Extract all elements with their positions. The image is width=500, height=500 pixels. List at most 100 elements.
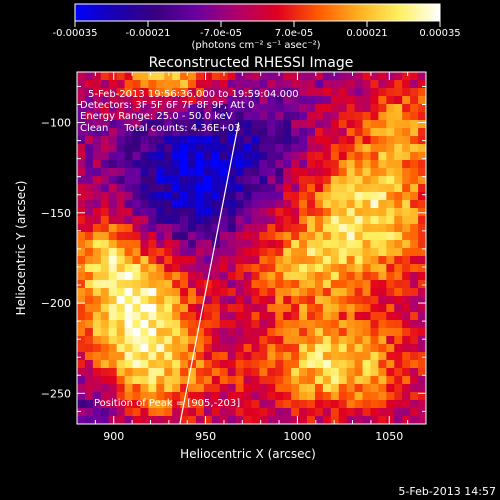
heatmap-cell <box>148 264 157 273</box>
heatmap-cell <box>211 264 221 273</box>
heatmap-cell <box>283 328 292 337</box>
heatmap-cell <box>314 248 324 257</box>
heatmap-cell <box>227 224 237 233</box>
heatmap-cell <box>418 320 426 329</box>
heatmap-cell <box>402 144 411 153</box>
heatmap-cell <box>243 400 253 409</box>
heatmap-cell <box>259 344 268 353</box>
heatmap-cell <box>243 200 253 209</box>
heatmap-cell <box>235 328 245 337</box>
heatmap-cell <box>124 208 134 217</box>
heatmap-cell <box>322 352 332 361</box>
heatmap-cell <box>330 80 340 89</box>
heatmap-cell <box>195 312 205 321</box>
heatmap-cell <box>283 216 292 225</box>
heatmap-cell <box>291 112 300 121</box>
heatmap-cell <box>275 328 284 337</box>
heatmap-cell <box>402 208 411 217</box>
heatmap-cell <box>77 392 86 401</box>
heatmap-cell <box>164 72 173 81</box>
heatmap-cell <box>283 352 292 361</box>
heatmap-cell <box>84 304 94 313</box>
heatmap-cell <box>410 232 419 241</box>
heatmap-cell <box>362 176 372 185</box>
heatmap-cell <box>314 160 324 169</box>
heatmap-cell <box>195 288 205 297</box>
heatmap-cell <box>418 104 426 113</box>
heatmap-cell <box>108 400 118 409</box>
heatmap-cell <box>299 376 308 385</box>
heatmap-cell <box>84 80 94 89</box>
heatmap-cell <box>116 304 126 313</box>
heatmap-cell <box>386 168 395 177</box>
heatmap-cell <box>370 208 380 217</box>
heatmap-cell <box>188 152 197 161</box>
heatmap-cell <box>410 192 419 201</box>
heatmap-cell <box>77 160 86 169</box>
heatmap-cell <box>195 416 205 424</box>
heatmap-cell <box>148 240 157 249</box>
heatmap-cell <box>243 72 253 81</box>
heatmap-cell <box>100 136 110 145</box>
heatmap-cell <box>307 416 316 424</box>
heatmap-cell <box>370 392 380 401</box>
heatmap-cell <box>108 416 118 424</box>
heatmap-cell <box>195 360 205 369</box>
heatmap-cell <box>172 288 181 297</box>
heatmap-cell <box>338 168 348 177</box>
heatmap-cell <box>354 360 364 369</box>
heatmap-cell <box>362 192 372 201</box>
heatmap-cell <box>267 208 276 217</box>
heatmap-cell <box>235 248 245 257</box>
heatmap-cell <box>195 240 205 249</box>
heatmap-cell <box>283 312 292 321</box>
heatmap-cell <box>307 184 316 193</box>
heatmap-cell <box>322 112 332 121</box>
heatmap-cell <box>299 312 308 321</box>
heatmap-cell <box>195 328 205 337</box>
heatmap-cell <box>291 200 300 209</box>
heatmap-cell <box>275 80 284 89</box>
heatmap-cell <box>172 400 181 409</box>
heatmap-cell <box>188 216 197 225</box>
heatmap-cell <box>275 384 284 393</box>
heatmap-cell <box>92 104 102 113</box>
heatmap-cell <box>386 280 395 289</box>
heatmap-cell <box>100 208 110 217</box>
heatmap-cell <box>299 344 308 353</box>
heatmap-cell <box>307 120 316 129</box>
heatmap-cell <box>275 216 284 225</box>
heatmap-cell <box>235 296 245 305</box>
heatmap-cell <box>259 360 268 369</box>
heatmap-cell <box>148 248 157 257</box>
heatmap-cell <box>164 200 173 209</box>
heatmap-cell <box>195 352 205 361</box>
heatmap-cell <box>394 128 403 137</box>
heatmap-cell <box>235 256 245 265</box>
heatmap-cell <box>283 336 292 345</box>
heatmap-cell <box>100 400 110 409</box>
heatmap-cell <box>84 208 94 217</box>
heatmap-cell <box>275 168 284 177</box>
heatmap-cell <box>322 248 332 257</box>
heatmap-cell <box>251 120 261 129</box>
heatmap-cell <box>243 192 253 201</box>
heatmap-cell <box>346 416 356 424</box>
heatmap-cell <box>386 120 395 129</box>
heatmap-cell <box>77 80 86 89</box>
heatmap-cell <box>211 344 221 353</box>
heatmap-cell <box>338 96 348 105</box>
heatmap-cell <box>394 248 403 257</box>
heatmap-cell <box>211 384 221 393</box>
heatmap-cell <box>180 224 189 233</box>
heatmap-cell <box>275 128 284 137</box>
heatmap-cell <box>394 280 403 289</box>
heatmap-cell <box>386 400 395 409</box>
heatmap-cell <box>180 256 189 265</box>
heatmap-cell <box>188 184 197 193</box>
heatmap-cell <box>370 384 380 393</box>
heatmap-cell <box>410 400 419 409</box>
heatmap-cell <box>370 176 380 185</box>
heatmap-cell <box>314 112 324 121</box>
heatmap-cell <box>418 280 426 289</box>
